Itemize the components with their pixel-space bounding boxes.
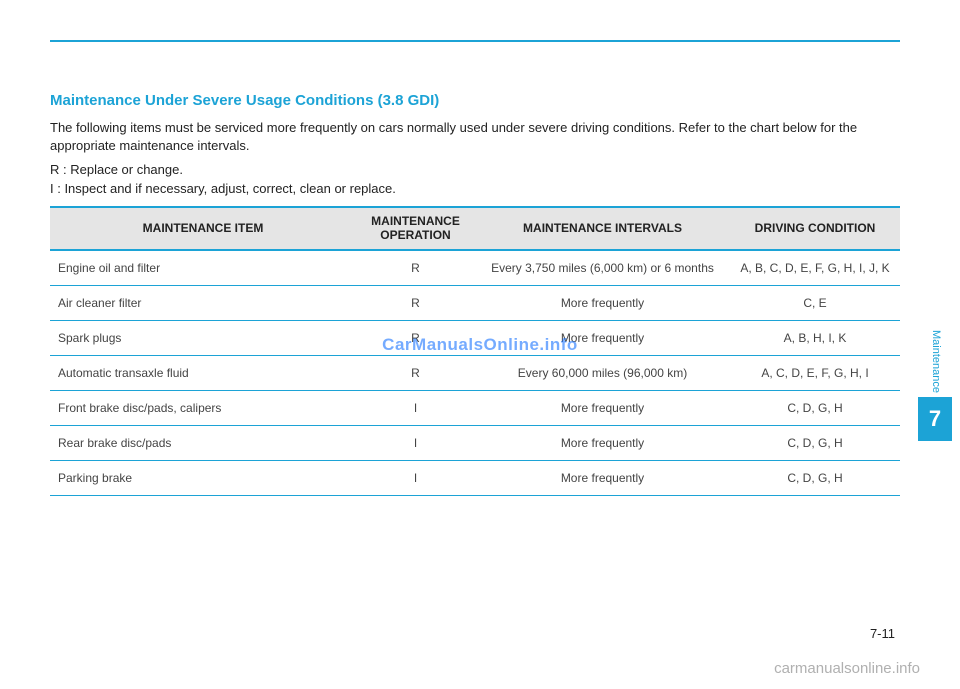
footer-watermark: carmanualsonline.info (774, 660, 920, 677)
cell-item: Front brake disc/pads, calipers (50, 390, 356, 425)
document-page: Maintenance Under Severe Usage Condition… (50, 40, 900, 659)
cell-interval: More frequently (475, 285, 730, 320)
cell-op: I (356, 390, 475, 425)
cell-op: R (356, 285, 475, 320)
cell-item: Air cleaner filter (50, 285, 356, 320)
section-heading: Maintenance Under Severe Usage Condition… (50, 92, 900, 109)
cell-interval: More frequently (475, 320, 730, 355)
maintenance-table: MAINTENANCE ITEM MAINTENANCE OPERATION M… (50, 206, 900, 496)
table-row: Parking brake I More frequently C, D, G,… (50, 460, 900, 495)
cell-item: Spark plugs (50, 320, 356, 355)
header-operation: MAINTENANCE OPERATION (356, 207, 475, 250)
page-number: 7-11 (870, 626, 895, 641)
table-row: Front brake disc/pads, calipers I More f… (50, 390, 900, 425)
table-row: Automatic transaxle fluid R Every 60,000… (50, 355, 900, 390)
table-header-row: MAINTENANCE ITEM MAINTENANCE OPERATION M… (50, 207, 900, 250)
side-tab-number: 7 (918, 397, 952, 441)
cell-interval: More frequently (475, 460, 730, 495)
cell-cond: A, C, D, E, F, G, H, I (730, 355, 900, 390)
cell-cond: C, D, G, H (730, 390, 900, 425)
cell-op: R (356, 355, 475, 390)
cell-op: R (356, 250, 475, 286)
cell-op: I (356, 460, 475, 495)
legend-replace: R : Replace or change. (50, 162, 900, 177)
cell-item: Automatic transaxle fluid (50, 355, 356, 390)
cell-op: R (356, 320, 475, 355)
side-tab-label: Maintenance (930, 330, 942, 393)
header-intervals: MAINTENANCE INTERVALS (475, 207, 730, 250)
cell-item: Rear brake disc/pads (50, 425, 356, 460)
cell-op: I (356, 425, 475, 460)
cell-cond: C, E (730, 285, 900, 320)
table-row: Engine oil and filter R Every 3,750 mile… (50, 250, 900, 286)
header-condition: DRIVING CONDITION (730, 207, 900, 250)
table-row: Air cleaner filter R More frequently C, … (50, 285, 900, 320)
header-item: MAINTENANCE ITEM (50, 207, 356, 250)
cell-cond: A, B, C, D, E, F, G, H, I, J, K (730, 250, 900, 286)
legend-inspect: I : Inspect and if necessary, adjust, co… (50, 181, 900, 196)
cell-interval: Every 3,750 miles (6,000 km) or 6 months (475, 250, 730, 286)
cell-interval: Every 60,000 miles (96,000 km) (475, 355, 730, 390)
cell-cond: A, B, H, I, K (730, 320, 900, 355)
side-tab: Maintenance 7 (918, 330, 954, 441)
cell-cond: C, D, G, H (730, 460, 900, 495)
cell-cond: C, D, G, H (730, 425, 900, 460)
cell-interval: More frequently (475, 425, 730, 460)
cell-interval: More frequently (475, 390, 730, 425)
cell-item: Parking brake (50, 460, 356, 495)
cell-item: Engine oil and filter (50, 250, 356, 286)
intro-paragraph: The following items must be serviced mor… (50, 119, 900, 154)
table-row: Spark plugs R More frequently A, B, H, I… (50, 320, 900, 355)
table-row: Rear brake disc/pads I More frequently C… (50, 425, 900, 460)
